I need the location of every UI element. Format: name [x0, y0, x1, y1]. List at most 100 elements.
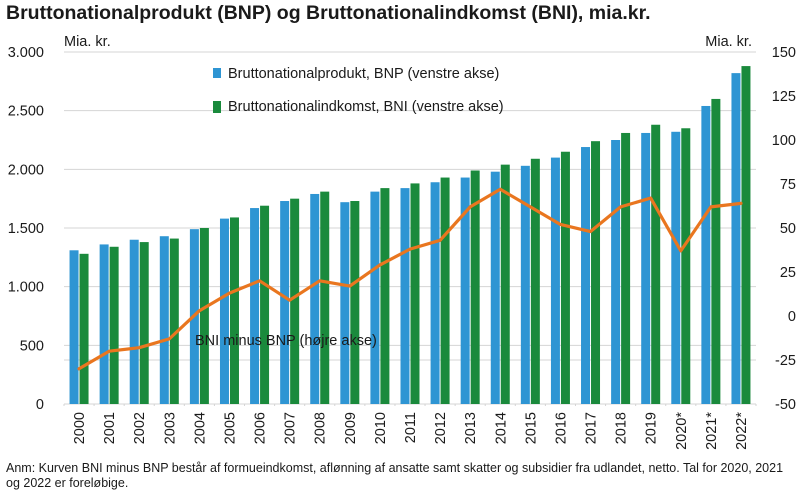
x-tick-label: 2017 [584, 412, 600, 444]
bar-bnp [611, 140, 621, 404]
bar-bnp [520, 165, 530, 404]
axes: 0 500 1.000 1.500 2.000 2.500 3.000 -50 -25 0 25 50… [8, 34, 796, 450]
left-tick-label: 0 [36, 397, 44, 413]
right-tick-label: -25 [775, 353, 796, 369]
bar-bni [651, 124, 661, 404]
bar-bni [350, 201, 360, 404]
x-tick-label: 2002 [132, 412, 148, 444]
x-tick-label: 2000 [72, 412, 88, 444]
legend-swatch-bni [213, 101, 221, 113]
bar-bnp [581, 147, 591, 405]
chart-title: Bruttonationalprodukt (BNP) og Bruttonat… [6, 2, 651, 24]
x-tick-label: 2007 [283, 412, 299, 444]
bar-bni [591, 141, 601, 404]
bar-bnp [280, 201, 290, 404]
right-tick-label: 150 [772, 45, 796, 61]
bar-bni [260, 205, 270, 404]
bar-bni [290, 198, 300, 404]
bar-bni [681, 128, 691, 404]
bars [69, 66, 751, 405]
x-tick-label: 2016 [553, 412, 569, 444]
left-tick-label: 3.000 [8, 45, 44, 61]
bar-bni [199, 228, 209, 404]
bar-bni [169, 238, 179, 404]
bar-bni [500, 164, 510, 404]
bar-bnp [310, 193, 320, 404]
bar-bni [440, 177, 450, 404]
left-tick-label: 1.000 [8, 280, 44, 296]
left-tick-label: 1.500 [8, 221, 44, 237]
legend-swatch-bnp [213, 68, 221, 78]
bar-bni [139, 242, 149, 404]
bar-bnp [129, 239, 139, 404]
bar-bnp [400, 188, 410, 404]
bar-bni [410, 183, 420, 404]
line-bni-minus-bnp [77, 187, 743, 371]
left-axis-label: Mia. kr. [64, 34, 111, 50]
right-tick-label: 75 [780, 177, 796, 193]
bar-bnp [550, 157, 560, 404]
x-tick-label: 2003 [162, 412, 178, 444]
bar-bni [470, 170, 480, 404]
bar-bnp [250, 208, 260, 404]
x-tick-label: 2005 [222, 412, 238, 444]
bar-bni [380, 188, 390, 404]
bar-bni [530, 158, 540, 404]
bar-bnp [370, 191, 380, 404]
x-tick-label: 2019 [644, 412, 660, 444]
left-tick-label: 500 [20, 338, 44, 354]
right-tick-label: -50 [775, 397, 796, 413]
x-tick-label: 2018 [614, 412, 630, 444]
bar-bnp [69, 250, 79, 404]
bar-bnp [430, 182, 440, 404]
bar-bni [109, 246, 119, 404]
x-tick-label: 2006 [253, 412, 269, 444]
x-tick-label: 2014 [493, 412, 509, 444]
bar-bni [741, 66, 751, 404]
bar-bni [320, 191, 330, 404]
x-tick-label: 2011 [403, 412, 419, 443]
line-series [77, 187, 743, 371]
right-tick-label: 0 [788, 309, 796, 325]
x-tick-label: 2010 [373, 412, 389, 444]
x-tick-label: 2001 [102, 412, 118, 444]
bar-bni [229, 217, 239, 404]
left-tick-label: 2.000 [8, 162, 44, 178]
right-tick-label: 100 [772, 133, 796, 149]
legend-label-bnp: Bruttonationalprodukt, BNP (venstre akse… [228, 66, 499, 82]
x-tick-label: 2020* [674, 412, 690, 450]
bar-bni [79, 253, 89, 404]
bar-bnp [671, 131, 681, 404]
legend: Bruttonationalprodukt, BNP (venstre akse… [195, 66, 504, 349]
bar-bnp [340, 202, 350, 404]
bar-bni [621, 132, 631, 404]
x-tick-label: 2008 [313, 412, 329, 444]
x-tick-label: 2009 [343, 412, 359, 444]
gridlines [63, 51, 757, 406]
bar-bnp [219, 218, 229, 404]
bar-bni [711, 98, 721, 404]
footnote: Anm: Kurven BNI minus BNP består af form… [6, 461, 784, 490]
bar-bni [560, 151, 570, 404]
x-tick-label: 2012 [433, 412, 449, 444]
x-tick-label: 2013 [463, 412, 479, 444]
right-tick-label: 50 [780, 221, 796, 237]
legend-label-bni: Bruttonationalindkomst, BNI (venstre aks… [228, 99, 504, 115]
x-tick-label: 2015 [523, 412, 539, 444]
bar-bnp [460, 177, 470, 404]
line-series-label: BNI minus BNP (højre akse) [195, 333, 377, 349]
left-tick-label: 2.500 [8, 104, 44, 120]
right-axis-label: Mia. kr. [705, 34, 752, 50]
bar-bnp [731, 73, 741, 405]
x-tick-label: 2021* [704, 412, 720, 450]
bar-bnp [641, 132, 651, 404]
bar-bnp [490, 171, 500, 404]
right-tick-label: 125 [772, 89, 796, 105]
bar-bnp [701, 105, 711, 405]
right-tick-label: 25 [780, 265, 796, 281]
bar-bnp [159, 236, 169, 404]
x-tick-label: 2022* [734, 412, 750, 450]
x-tick-label: 2004 [192, 412, 208, 444]
bar-bnp [99, 244, 109, 404]
